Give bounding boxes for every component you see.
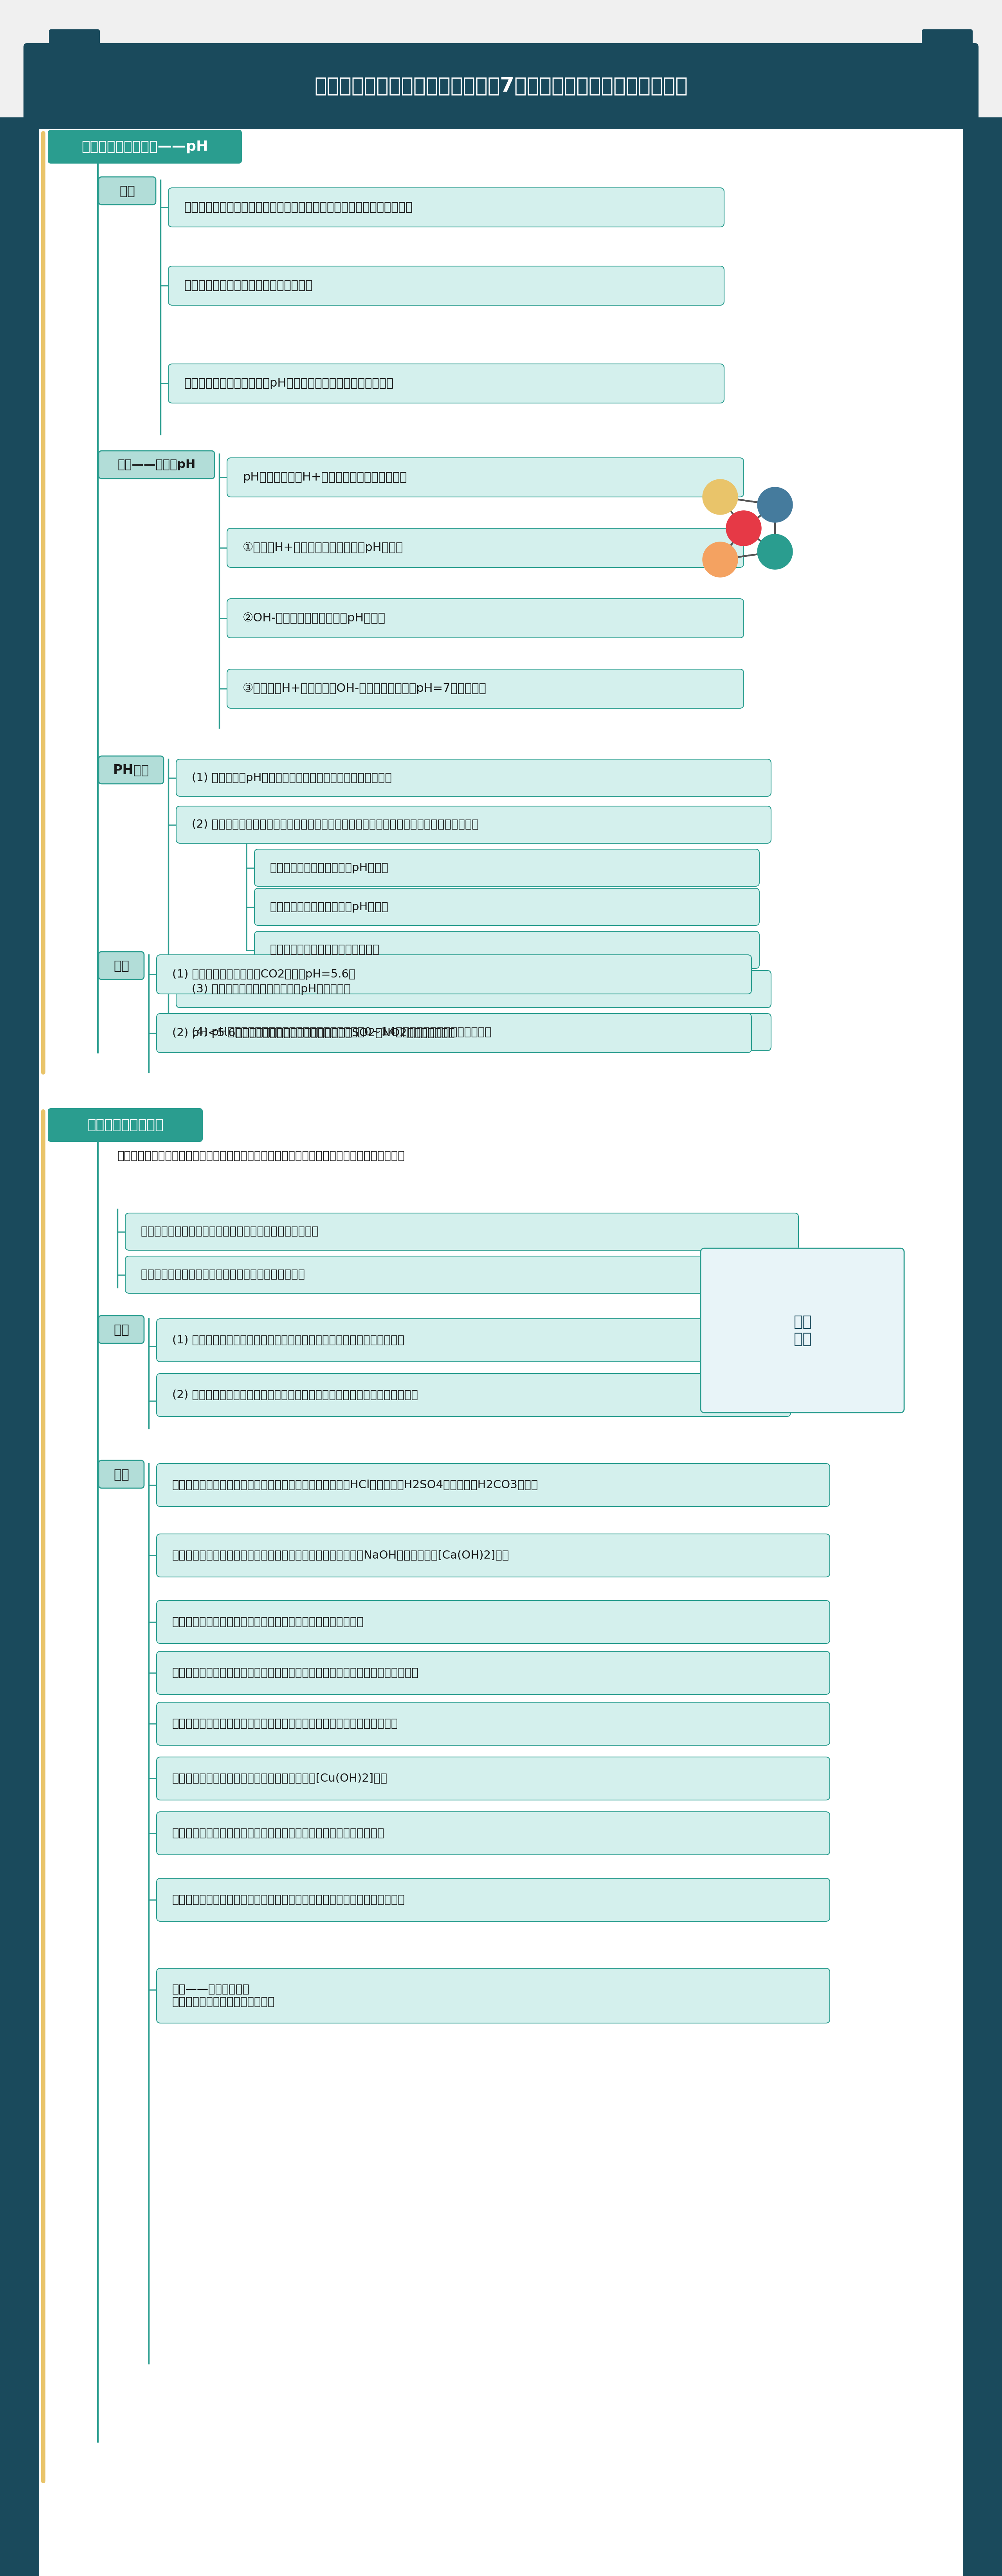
FancyBboxPatch shape xyxy=(255,889,760,925)
Circle shape xyxy=(702,479,737,515)
FancyBboxPatch shape xyxy=(963,118,1002,2576)
Text: ③当溶液中H+的浓度等于OH-的浓度时，溶液的pH=7，显中性。: ③当溶液中H+的浓度等于OH-的浓度时，溶液的pH=7，显中性。 xyxy=(242,683,486,696)
FancyBboxPatch shape xyxy=(0,118,39,2576)
Circle shape xyxy=(758,533,793,569)
Circle shape xyxy=(702,541,737,577)
FancyBboxPatch shape xyxy=(125,1213,799,1249)
Text: (2) pH<5.6的降雨是为酸雨，酸雨主要由工厂排放SO2、NO2等气体造成的。: (2) pH<5.6的降雨是为酸雨，酸雨主要由工厂排放SO2、NO2等气体造成的… xyxy=(172,1028,455,1038)
Text: 不溶性的碱酸碱不能被称为指示剂，如氢氧化铜[Cu(OH)2]等。: 不溶性的碱酸碱不能被称为指示剂，如氢氧化铜[Cu(OH)2]等。 xyxy=(172,1772,388,1785)
FancyBboxPatch shape xyxy=(98,1316,144,1342)
Text: 酸性溶液：液酸性的溶液，不一定是酸，常见的酸有盐酸（HCl）、硫酸（H2SO4）、碳酸（H2CO3）等。: 酸性溶液：液酸性的溶液，不一定是酸，常见的酸有盐酸（HCl）、硫酸（H2SO4）… xyxy=(172,1479,538,1492)
FancyBboxPatch shape xyxy=(156,1878,830,1922)
FancyBboxPatch shape xyxy=(156,1463,830,1507)
FancyBboxPatch shape xyxy=(227,670,743,708)
Text: (3) 检验气体的酸碱性或碱，可用pH试纸润湿。: (3) 检验气体的酸碱性或碱，可用pH试纸润湿。 xyxy=(191,984,351,994)
Text: 不能用指示剂来区别两种溶液是酸还是碱，只能说明溶液是酸性还是碱性。: 不能用指示剂来区别两种溶液是酸还是碱，只能说明溶液是酸性还是碱性。 xyxy=(172,1718,398,1728)
Text: 归纳——石蕊颜色性质
变色石蕊试纸（无色酚酞无关）。: 归纳——石蕊颜色性质 变色石蕊试纸（无色酚酞无关）。 xyxy=(172,1984,275,2007)
FancyBboxPatch shape xyxy=(156,1968,830,2022)
FancyBboxPatch shape xyxy=(156,1651,830,1695)
FancyBboxPatch shape xyxy=(125,1257,799,1293)
FancyBboxPatch shape xyxy=(39,118,963,2576)
FancyBboxPatch shape xyxy=(98,1461,144,1489)
FancyBboxPatch shape xyxy=(156,1373,791,1417)
FancyBboxPatch shape xyxy=(98,178,155,204)
FancyBboxPatch shape xyxy=(255,850,760,886)
FancyBboxPatch shape xyxy=(156,1757,830,1801)
FancyBboxPatch shape xyxy=(227,598,743,639)
Text: 酸碱指示剂则能明显性质碱性溶液显变色，发生各种化学变化。: 酸碱指示剂则能明显性质碱性溶液显变色，发生各种化学变化。 xyxy=(172,1618,364,1628)
FancyBboxPatch shape xyxy=(49,28,100,54)
Text: 括展——什么是pH: 括展——什么是pH xyxy=(117,459,195,471)
FancyBboxPatch shape xyxy=(156,1703,830,1747)
FancyBboxPatch shape xyxy=(156,1533,830,1577)
FancyBboxPatch shape xyxy=(176,760,772,796)
Text: (1) 测定溶液的pH时，试纸不可直接浸入液，以免污染试剂。: (1) 测定溶液的pH时，试纸不可直接浸入液，以免污染试剂。 xyxy=(191,773,392,783)
Text: 若待测溶液为酸性溶液，则pH偏低；: 若待测溶液为酸性溶液，则pH偏低； xyxy=(271,863,389,873)
FancyBboxPatch shape xyxy=(156,1811,830,1855)
Text: 常见的指示剂：紫色石蕊溶液和无色酚酞溶液（如下图）。: 常见的指示剂：紫色石蕊溶液和无色酚酞溶液（如下图）。 xyxy=(141,1226,319,1236)
Text: ①溶液中H+浓度越大，酸性越强，pH越小；: ①溶液中H+浓度越大，酸性越强，pH越小； xyxy=(242,541,403,554)
FancyBboxPatch shape xyxy=(98,451,214,479)
Text: 若待测溶液为碱性溶液，则pH偏低；: 若待测溶液为碱性溶液，则pH偏低； xyxy=(271,902,389,912)
Text: 判断: 判断 xyxy=(113,1324,129,1337)
Text: PH测定: PH测定 xyxy=(113,762,149,775)
Text: 酸碱度不仅能表示溶液的酸碱性，而且能表示出溶液的酸碱性强弱程度。: 酸碱度不仅能表示溶液的酸碱性，而且能表示出溶液的酸碱性强弱程度。 xyxy=(184,201,413,214)
FancyBboxPatch shape xyxy=(23,44,979,129)
Text: (2) 试纸不可事先用蒸馏水润湿，因为润湿试纸相当于稀释待测溶液，可能导致数量不准确。: (2) 试纸不可事先用蒸馏水润湿，因为润湿试纸相当于稀释待测溶液，可能导致数量不… xyxy=(191,819,479,829)
FancyBboxPatch shape xyxy=(176,806,772,842)
Text: 说明: 说明 xyxy=(113,1468,129,1481)
Text: (4) pH试纸只能粗略地测定溶液的酸碱度，其读数为0~14的整数，若不出等外点的数值。: (4) pH试纸只能粗略地测定溶液的酸碱度，其读数为0~14的整数，若不出等外点… xyxy=(191,1028,492,1038)
FancyBboxPatch shape xyxy=(700,1249,904,1412)
Circle shape xyxy=(758,487,793,523)
FancyBboxPatch shape xyxy=(922,28,973,54)
Text: 概述：酸与指示剂或酸溶液及以及碱与不同颜色的紫色或紫罗兰指示剂作用，通常用花指示剂。: 概述：酸与指示剂或酸溶液及以及碱与不同颜色的紫色或紫罗兰指示剂作用，通常用花指示… xyxy=(117,1151,405,1162)
Text: pH是溶液中所含H+浓度大小的一种表示方法。: pH是溶液中所含H+浓度大小的一种表示方法。 xyxy=(242,471,407,484)
FancyBboxPatch shape xyxy=(176,1012,772,1051)
Text: 酸碱指示剂则能明显碱性溶液比例的，变化的颜色指示剂，而不是酸、碱性溶液。: 酸碱指示剂则能明显碱性溶液比例的，变化的颜色指示剂，而不是酸、碱性溶液。 xyxy=(172,1667,419,1680)
Text: 作用：使用酸碱指示剂可以区分酸性溶液和碱性溶液。: 作用：使用酸碱指示剂可以区分酸性溶液和碱性溶液。 xyxy=(141,1270,306,1280)
FancyBboxPatch shape xyxy=(48,1108,202,1141)
Text: 案例
讲堂: 案例 讲堂 xyxy=(794,1314,812,1347)
FancyBboxPatch shape xyxy=(168,265,724,304)
FancyBboxPatch shape xyxy=(168,188,724,227)
FancyBboxPatch shape xyxy=(227,459,743,497)
Text: 碱性溶液：显碱性的溶液，不一定是碱，常见的碱有氢氧化钠（NaOH）、氢氧化钙[Ca(OH)2]等。: 碱性溶液：显碱性的溶液，不一定是碱，常见的碱有氢氧化钠（NaOH）、氢氧化钙[C… xyxy=(172,1551,509,1561)
Text: 溶液酸碱度的表示法——pH: 溶液酸碱度的表示法——pH xyxy=(81,139,208,155)
FancyBboxPatch shape xyxy=(48,129,241,162)
Text: (2) 只有当石蕊碱性不同的溶液中显示不同颜色的物质，就可以作酸碱指示剂。: (2) 只有当石蕊碱性不同的溶液中显示不同颜色的物质，就可以作酸碱指示剂。 xyxy=(172,1388,418,1401)
FancyBboxPatch shape xyxy=(168,363,724,402)
Text: 不能说无色酚酞溶液变色的溶液一定是碱性溶液，还可能是中性溶液。: 不能说无色酚酞溶液变色的溶液一定是碱性溶液，还可能是中性溶液。 xyxy=(172,1829,385,1839)
FancyBboxPatch shape xyxy=(156,956,752,994)
FancyBboxPatch shape xyxy=(98,951,144,979)
Text: 拓展: 拓展 xyxy=(113,958,129,971)
Text: 石蕊溶液变色后如将石蕊溶液滴进酸红，也不能还成碱石蕊溶液能变颜色红。: 石蕊溶液变色后如将石蕊溶液滴进酸红，也不能还成碱石蕊溶液能变颜色红。 xyxy=(172,1893,405,1906)
Text: (1) 正常雨水中由于溶解有CO2，所以pH=5.6。: (1) 正常雨水中由于溶解有CO2，所以pH=5.6。 xyxy=(172,969,356,979)
FancyBboxPatch shape xyxy=(156,1319,791,1363)
Text: 化学九年级下册第十单元实验活动7《溶液酸碱性的检验》课堂笔记: 化学九年级下册第十单元实验活动7《溶液酸碱性的检验》课堂笔记 xyxy=(315,75,687,95)
Text: 用酸碱指示剂只能测出溶液pH的范围，不能测出其具体的数值。: 用酸碱指示剂只能测出溶液pH的范围，不能测出其具体的数值。 xyxy=(184,379,394,389)
Text: 注意: 注意 xyxy=(119,185,135,198)
Text: (1) 根据溶液的酸碱性，可以将溶液分为酸性溶液、碱性溶液和中性溶液。: (1) 根据溶液的酸碱性，可以将溶液分为酸性溶液、碱性溶液和中性溶液。 xyxy=(172,1334,405,1345)
FancyBboxPatch shape xyxy=(98,755,163,783)
Text: 酸、碱与指示剂作用: 酸、碱与指示剂作用 xyxy=(87,1118,163,1131)
Text: 酸碱性不能体现溶液的酸碱性强弱程度。: 酸碱性不能体现溶液的酸碱性强弱程度。 xyxy=(184,281,313,291)
FancyBboxPatch shape xyxy=(176,971,772,1007)
Circle shape xyxy=(726,510,762,546)
FancyBboxPatch shape xyxy=(227,528,743,567)
Text: 若待测溶液为中性溶液，则无影响。: 若待测溶液为中性溶液，则无影响。 xyxy=(271,945,380,956)
Text: ②OH-浓度越大，碱性越强，pH越大；: ②OH-浓度越大，碱性越强，pH越大； xyxy=(242,613,386,623)
FancyBboxPatch shape xyxy=(156,1600,830,1643)
FancyBboxPatch shape xyxy=(255,933,760,969)
FancyBboxPatch shape xyxy=(156,1012,752,1054)
